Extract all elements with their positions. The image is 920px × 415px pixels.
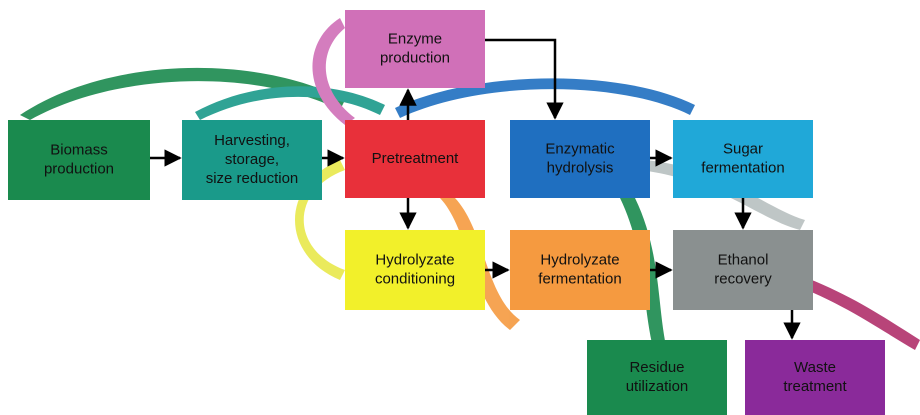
process-diagram: Biomass production Harvesting, storage, size… [0, 0, 920, 415]
process-node: Residue utilization [587, 340, 727, 415]
process-node: Enzymatic hydrolysis [510, 120, 650, 198]
node-label: Enzyme [388, 30, 442, 47]
node-label: Pretreatment [372, 150, 460, 167]
node-label: Residue [629, 359, 684, 376]
node-label: Hydrolyzate [375, 251, 454, 268]
flow-swoosh [195, 86, 385, 120]
node-label: Waste [794, 359, 836, 376]
process-node: Biomass production [8, 120, 150, 200]
node-label: size reduction [206, 170, 299, 187]
process-node: Enzyme production [345, 10, 485, 88]
node-label: production [44, 160, 114, 177]
node-label: fermentation [538, 270, 621, 287]
process-node: Ethanol recovery [673, 230, 813, 310]
node-label: Hydrolyzate [540, 251, 619, 268]
node-label: production [380, 49, 450, 66]
node-label: Harvesting, [214, 132, 290, 149]
node-label: Enzymatic [545, 140, 615, 157]
node-label: Sugar [723, 140, 763, 157]
node-label: Ethanol [718, 251, 769, 268]
process-node: Hydrolyzate conditioning [345, 230, 485, 310]
process-node: Hydrolyzate fermentation [510, 230, 650, 310]
node-label: recovery [714, 270, 772, 287]
node-label: storage, [225, 151, 279, 168]
process-node: Waste treatment [745, 340, 885, 415]
node-label: fermentation [701, 159, 784, 176]
process-node: Harvesting, storage, size reduction [182, 120, 322, 200]
process-node: Sugar fermentation [673, 120, 813, 198]
node-label: conditioning [375, 270, 455, 287]
process-node: Pretreatment [345, 120, 485, 198]
node-label: hydrolysis [547, 159, 614, 176]
node-label: utilization [626, 378, 689, 395]
node-label: Biomass [50, 141, 108, 158]
node-label: treatment [783, 378, 847, 395]
